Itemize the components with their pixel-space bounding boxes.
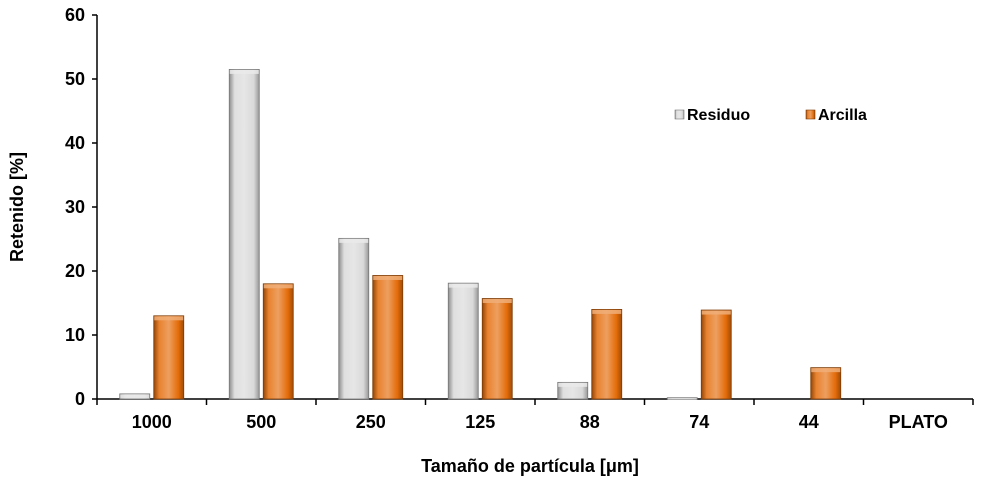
- bar-arcilla: [372, 275, 404, 400]
- y-tick-label: 30: [65, 197, 85, 217]
- bar-residuo: [666, 397, 698, 400]
- y-tick-label: 60: [65, 5, 85, 25]
- y-tick-label: 10: [65, 325, 85, 345]
- bar-residuo: [228, 69, 260, 400]
- x-axis-title: Tamaño de partícula [μm]: [421, 456, 639, 476]
- x-tick-label: 88: [580, 412, 600, 432]
- bar-arcilla: [262, 283, 294, 400]
- y-axis-title: Retenido [%]: [7, 152, 27, 262]
- legend-item-arcilla: Arcilla: [805, 107, 867, 124]
- y-tick-label: 50: [65, 69, 85, 89]
- y-tick-label: 0: [75, 389, 85, 409]
- x-tick-label: 125: [465, 412, 495, 432]
- bar-residuo: [119, 393, 151, 400]
- bar-arcilla: [700, 309, 732, 400]
- bar-residuo: [338, 237, 370, 400]
- y-tick-label: 40: [65, 133, 85, 153]
- bar-arcilla: [810, 367, 842, 400]
- legend-swatch: [674, 109, 685, 120]
- tick-labels: 0 10 20 30 40 50 60 1000 500 250 125 88 74 44 PLATO: [65, 5, 948, 432]
- x-tick-label: 44: [799, 412, 819, 432]
- bar-arcilla: [481, 298, 513, 400]
- bar-residuo: [447, 282, 479, 400]
- legend-label: Residuo: [687, 107, 750, 124]
- bars: [119, 69, 842, 400]
- legend: Residuo Arcilla: [674, 107, 867, 124]
- axes: [92, 14, 974, 405]
- y-tick-label: 20: [65, 261, 85, 281]
- legend-label: Arcilla: [818, 107, 867, 124]
- bar-arcilla: [153, 315, 185, 400]
- legend-item-residuo: Residuo: [674, 107, 750, 124]
- x-tick-label: 1000: [132, 412, 172, 432]
- bar-residuo: [557, 381, 589, 400]
- x-tick-label: 250: [356, 412, 386, 432]
- bar-arcilla: [591, 308, 623, 400]
- x-tick-label: PLATO: [889, 412, 948, 432]
- legend-swatch: [805, 109, 816, 120]
- x-tick-label: 74: [689, 412, 709, 432]
- x-tick-label: 500: [246, 412, 276, 432]
